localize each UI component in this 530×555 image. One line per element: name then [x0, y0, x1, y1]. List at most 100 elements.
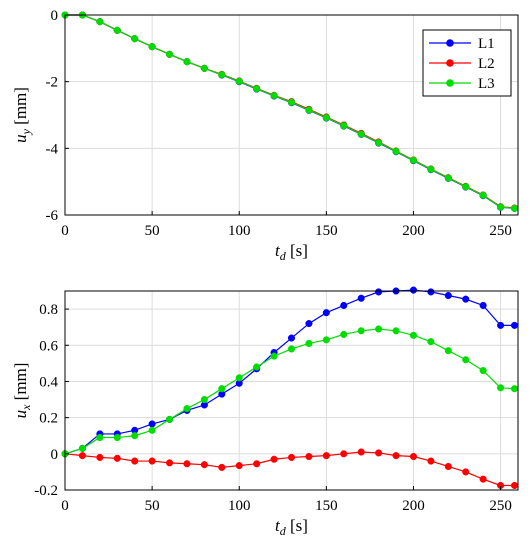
data-point-l3: [375, 325, 383, 333]
data-point-l3: [427, 338, 435, 346]
data-point-l3: [78, 444, 86, 452]
legend-label-l2: L2: [478, 56, 495, 72]
data-point-l3: [305, 106, 313, 114]
data-point-l2: [427, 457, 435, 465]
data-point-l3: [462, 356, 470, 364]
data-point-l3: [357, 327, 365, 335]
data-point-l3: [510, 204, 519, 212]
data-point-l2: [131, 457, 139, 465]
data-point-l1: [148, 420, 156, 428]
data-point-l1: [287, 334, 296, 342]
data-point-l1: [322, 309, 330, 317]
data-point-l3: [131, 35, 139, 43]
data-point-l3: [113, 433, 121, 442]
x-tick-label: 150: [315, 223, 338, 239]
y-tick-label: 0.4: [39, 374, 58, 390]
data-point-l3: [479, 191, 487, 199]
legend-label-l1: L1: [478, 36, 495, 52]
data-point-l3: [113, 26, 121, 34]
x-tick-label: 0: [61, 223, 69, 239]
data-point-l3: [96, 433, 104, 442]
data-point-l2: [270, 455, 278, 463]
data-point-l3: [322, 336, 330, 344]
data-point-l1: [444, 291, 452, 300]
data-point-l2: [200, 461, 208, 469]
data-point-l3: [183, 58, 191, 66]
y-tick-label: -4: [46, 141, 59, 157]
x-tick-label: 0: [61, 498, 69, 514]
x-tick-label: 200: [402, 223, 425, 239]
data-point-l3: [165, 415, 174, 423]
data-point-l2: [322, 452, 330, 460]
data-point-l1: [357, 294, 365, 302]
x-tick-label: 50: [145, 223, 160, 239]
y-tick-label: -0.2: [34, 483, 58, 499]
data-point-l3: [270, 352, 278, 360]
data-point-l3: [183, 405, 191, 413]
data-point-l3: [270, 92, 278, 100]
data-point-l2: [510, 481, 519, 490]
data-point-l3: [96, 18, 104, 26]
data-point-l2: [340, 450, 348, 458]
data-point-l2: [218, 463, 226, 471]
data-point-l2: [148, 457, 156, 465]
data-point-l3: [131, 432, 139, 440]
data-point-l1: [497, 321, 505, 329]
y-axis-label: uy [mm]: [11, 87, 33, 143]
legend: L1 L2 L3: [422, 29, 512, 97]
data-point-l3: [497, 384, 505, 392]
data-point-l2: [479, 475, 487, 483]
data-point-l3: [200, 64, 208, 72]
x-axis-label: td [s]: [275, 516, 308, 538]
x-tick-label: 250: [489, 223, 512, 239]
data-point-l3: [218, 385, 226, 393]
data-point-l1: [409, 286, 418, 294]
data-point-l3: [218, 71, 226, 79]
data-point-l3: [479, 367, 487, 375]
x-tick-label: 250: [489, 498, 512, 514]
data-point-l2: [375, 449, 383, 457]
data-point-l2: [96, 453, 104, 461]
data-point-l1: [340, 301, 348, 310]
data-point-l3: [287, 345, 296, 353]
data-point-l3: [340, 122, 348, 130]
data-point-l2: [462, 468, 470, 476]
data-point-l2: [444, 462, 452, 471]
data-point-l1: [462, 295, 470, 303]
data-point-l3: [444, 174, 452, 182]
legend-marker-l3: [446, 79, 454, 87]
data-point-l2: [183, 460, 191, 468]
data-point-l3: [200, 395, 208, 404]
x-tick-label: 100: [228, 498, 251, 514]
data-point-l1: [479, 301, 487, 310]
legend-marker-l2: [446, 59, 454, 67]
data-point-l2: [409, 452, 418, 461]
legend-label-l3: L3: [478, 76, 495, 92]
data-point-l2: [235, 462, 243, 470]
data-point-l3: [510, 385, 519, 393]
chart-2: 0 50 100 150 200 250-0.200.20.40.60.8td [s]ux…: [11, 286, 519, 538]
x-tick-label: 150: [315, 498, 338, 514]
data-point-l3: [235, 77, 243, 85]
data-point-l3: [357, 130, 365, 138]
y-axis-label: ux [mm]: [11, 363, 33, 419]
y-tick-label: -2: [46, 75, 59, 91]
data-point-l2: [113, 454, 121, 462]
y-tick-label: 0: [51, 8, 59, 24]
data-point-l3: [253, 363, 261, 371]
data-point-l3: [148, 426, 156, 434]
axes-frame: [64, 290, 519, 491]
data-point-l3: [392, 147, 400, 155]
data-point-l3: [375, 139, 383, 147]
data-point-l1: [510, 321, 519, 329]
y-tick-label: 0: [51, 447, 59, 463]
axes-frame: [64, 14, 519, 216]
data-point-l2: [165, 459, 174, 467]
data-point-l3: [305, 339, 313, 348]
y-tick-label: 0.8: [39, 302, 58, 318]
data-point-l3: [322, 114, 330, 122]
data-point-l1: [305, 320, 313, 328]
data-point-l1: [427, 288, 435, 296]
